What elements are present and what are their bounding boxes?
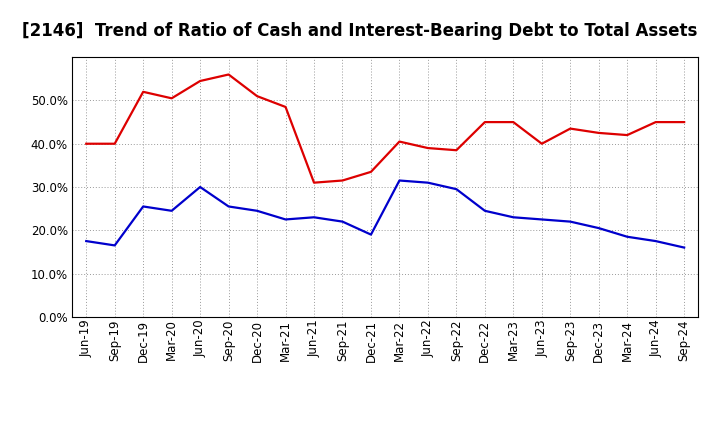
Cash	[253, 93, 261, 99]
Interest-Bearing Debt	[310, 215, 318, 220]
Interest-Bearing Debt	[167, 208, 176, 213]
Interest-Bearing Debt	[139, 204, 148, 209]
Cash	[423, 145, 432, 150]
Interest-Bearing Debt	[338, 219, 347, 224]
Interest-Bearing Debt	[480, 208, 489, 213]
Cash	[480, 119, 489, 125]
Interest-Bearing Debt	[253, 208, 261, 213]
Cash	[82, 141, 91, 147]
Text: [2146]  Trend of Ratio of Cash and Interest-Bearing Debt to Total Assets: [2146] Trend of Ratio of Cash and Intere…	[22, 22, 698, 40]
Cash	[225, 72, 233, 77]
Interest-Bearing Debt	[395, 178, 404, 183]
Cash	[110, 141, 119, 147]
Cash	[282, 104, 290, 110]
Cash	[680, 119, 688, 125]
Interest-Bearing Debt	[652, 238, 660, 244]
Cash	[509, 119, 518, 125]
Cash	[310, 180, 318, 185]
Interest-Bearing Debt	[623, 234, 631, 239]
Interest-Bearing Debt	[566, 219, 575, 224]
Cash	[167, 95, 176, 101]
Interest-Bearing Debt	[537, 217, 546, 222]
Interest-Bearing Debt	[196, 184, 204, 190]
Interest-Bearing Debt	[595, 225, 603, 231]
Interest-Bearing Debt	[452, 187, 461, 192]
Cash	[196, 78, 204, 84]
Cash	[366, 169, 375, 175]
Line: Interest-Bearing Debt: Interest-Bearing Debt	[86, 180, 684, 248]
Cash	[595, 130, 603, 136]
Cash	[139, 89, 148, 95]
Cash	[652, 119, 660, 125]
Interest-Bearing Debt	[423, 180, 432, 185]
Interest-Bearing Debt	[366, 232, 375, 237]
Cash	[395, 139, 404, 144]
Cash	[338, 178, 347, 183]
Interest-Bearing Debt	[225, 204, 233, 209]
Interest-Bearing Debt	[509, 215, 518, 220]
Cash	[537, 141, 546, 147]
Interest-Bearing Debt	[82, 238, 91, 244]
Cash	[452, 147, 461, 153]
Line: Cash: Cash	[86, 74, 684, 183]
Interest-Bearing Debt	[680, 245, 688, 250]
Cash	[623, 132, 631, 138]
Interest-Bearing Debt	[110, 243, 119, 248]
Interest-Bearing Debt	[282, 217, 290, 222]
Cash	[566, 126, 575, 131]
